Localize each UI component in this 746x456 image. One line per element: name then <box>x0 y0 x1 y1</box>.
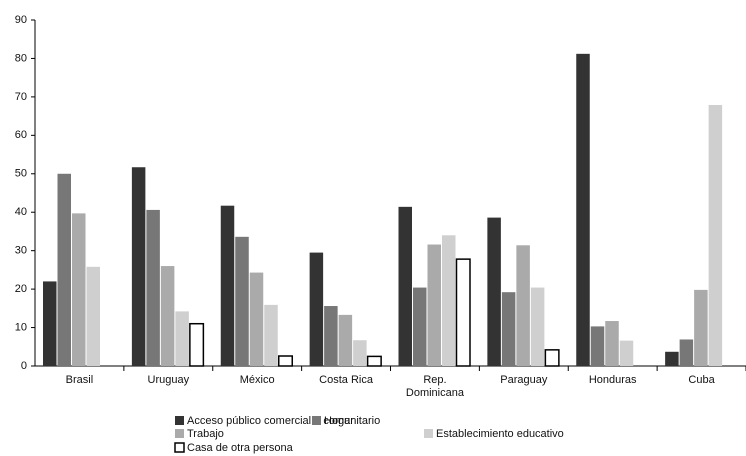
y-tick-label: 90 <box>15 14 27 26</box>
legend-label: Hogar <box>324 415 354 427</box>
bar <box>501 292 516 366</box>
bar <box>516 245 530 366</box>
legend-label: Trabajo <box>187 428 224 440</box>
bar <box>398 206 412 366</box>
bar <box>708 104 723 366</box>
bar <box>338 314 353 366</box>
bar <box>487 217 501 366</box>
bar <box>189 322 205 367</box>
bar <box>530 287 545 366</box>
legend-swatch <box>424 429 433 438</box>
y-tick-label: 10 <box>15 321 27 333</box>
x-tick-label: México <box>239 374 275 386</box>
x-tick-label: Rep. Dominicana <box>405 374 464 399</box>
bar <box>43 281 57 366</box>
x-tick-label: Paraguay <box>500 374 548 386</box>
bar <box>353 340 367 366</box>
bar <box>455 258 471 367</box>
bar <box>576 53 590 366</box>
bar <box>264 304 278 366</box>
bar <box>235 236 249 366</box>
bar <box>57 173 71 366</box>
y-tick-label: 80 <box>15 52 27 64</box>
y-tick-label: 30 <box>15 245 27 257</box>
bar <box>544 349 560 367</box>
legend-label: Casa de otra persona <box>187 442 294 454</box>
y-tick-label: 0 <box>21 360 27 372</box>
bar <box>146 209 160 366</box>
legend-swatch <box>175 429 184 438</box>
bar <box>366 355 382 367</box>
legend-swatch <box>312 416 321 425</box>
bar <box>220 205 235 366</box>
bar <box>427 244 441 366</box>
bar <box>590 326 605 366</box>
bar <box>679 339 694 366</box>
y-tick-label: 50 <box>15 168 27 180</box>
y-tick-label: 60 <box>15 129 27 141</box>
bar <box>249 272 264 366</box>
bar <box>278 355 293 367</box>
bar <box>413 287 427 366</box>
bar <box>324 306 338 366</box>
y-tick-label: 20 <box>15 283 27 295</box>
x-tick-label: Costa Rica <box>319 374 373 386</box>
legend-swatch <box>175 416 184 425</box>
legend-label: Acceso público comercial o comunitario <box>187 415 380 427</box>
bar <box>619 340 634 366</box>
legend-swatch <box>174 442 185 453</box>
x-tick-label: Honduras <box>588 374 637 386</box>
bar <box>131 167 146 366</box>
bar <box>175 311 189 366</box>
bar <box>72 213 86 366</box>
bar <box>86 266 100 366</box>
bar <box>694 289 708 366</box>
x-tick-label: Uruguay <box>147 374 190 386</box>
y-tick-label: 70 <box>15 91 27 103</box>
bar <box>665 351 679 366</box>
legend-label: Establecimiento educativo <box>436 428 564 440</box>
bar <box>442 235 456 366</box>
y-tick-label: 40 <box>15 206 27 218</box>
bar <box>160 266 175 366</box>
x-tick-label: Brasil <box>65 374 94 386</box>
x-tick-label: Cuba <box>688 374 715 386</box>
bar <box>309 252 324 366</box>
bar <box>605 321 619 366</box>
